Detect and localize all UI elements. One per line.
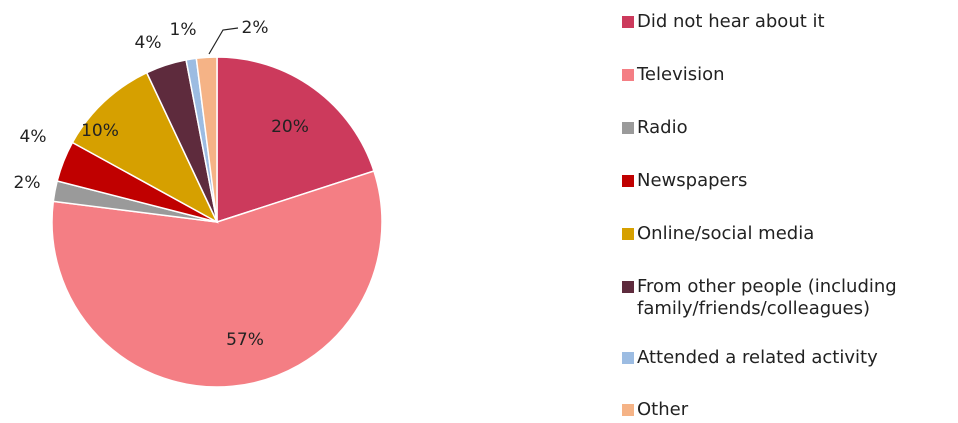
- legend-swatch: [622, 352, 634, 364]
- legend-item: Online/social media: [622, 223, 927, 245]
- data-label: 10%: [81, 121, 119, 141]
- legend-label: Other: [637, 399, 689, 420]
- legend-label: Television: [637, 64, 725, 85]
- legend-label: Attended a related activity: [637, 347, 878, 368]
- pie-slice: [71, 71, 219, 224]
- pie-slice: [51, 170, 383, 388]
- legend-swatch: [622, 122, 634, 134]
- legend-swatch: [622, 16, 634, 28]
- data-label: 20%: [271, 117, 309, 137]
- legend-label: From other people (including family/frie…: [637, 276, 897, 319]
- legend-label: Did not hear about it: [637, 11, 825, 32]
- legend-swatch: [622, 228, 634, 240]
- data-label: 2%: [14, 173, 41, 193]
- data-label: 2%: [242, 18, 269, 38]
- pie-slice: [195, 56, 218, 223]
- pie-slice: [216, 56, 375, 224]
- legend-swatch: [622, 175, 634, 187]
- legend-swatch: [622, 281, 634, 293]
- legend-swatch: [622, 404, 634, 416]
- pie-area: 20% 57% 2% 4% 10% 4% 1% 2%: [14, 18, 383, 388]
- legend-item: Attended a related activity: [622, 347, 927, 369]
- legend-label: Radio: [637, 117, 688, 138]
- legend-item: From other people (including family/frie…: [622, 276, 927, 320]
- legend-item: Other: [622, 399, 927, 421]
- legend-label: Newspapers: [637, 170, 748, 191]
- legend-item: Television: [622, 64, 927, 86]
- data-label: 4%: [20, 127, 47, 147]
- legend-item: Radio: [622, 117, 927, 139]
- legend-label: Online/social media: [637, 223, 815, 244]
- legend-item: Newspapers: [622, 170, 927, 192]
- legend-swatch: [622, 69, 634, 81]
- data-label: 57%: [226, 330, 264, 350]
- data-label: 4%: [135, 33, 162, 53]
- leader-line: [208, 27, 239, 55]
- data-label: 1%: [170, 20, 197, 40]
- legend-item: Did not hear about it: [622, 11, 927, 33]
